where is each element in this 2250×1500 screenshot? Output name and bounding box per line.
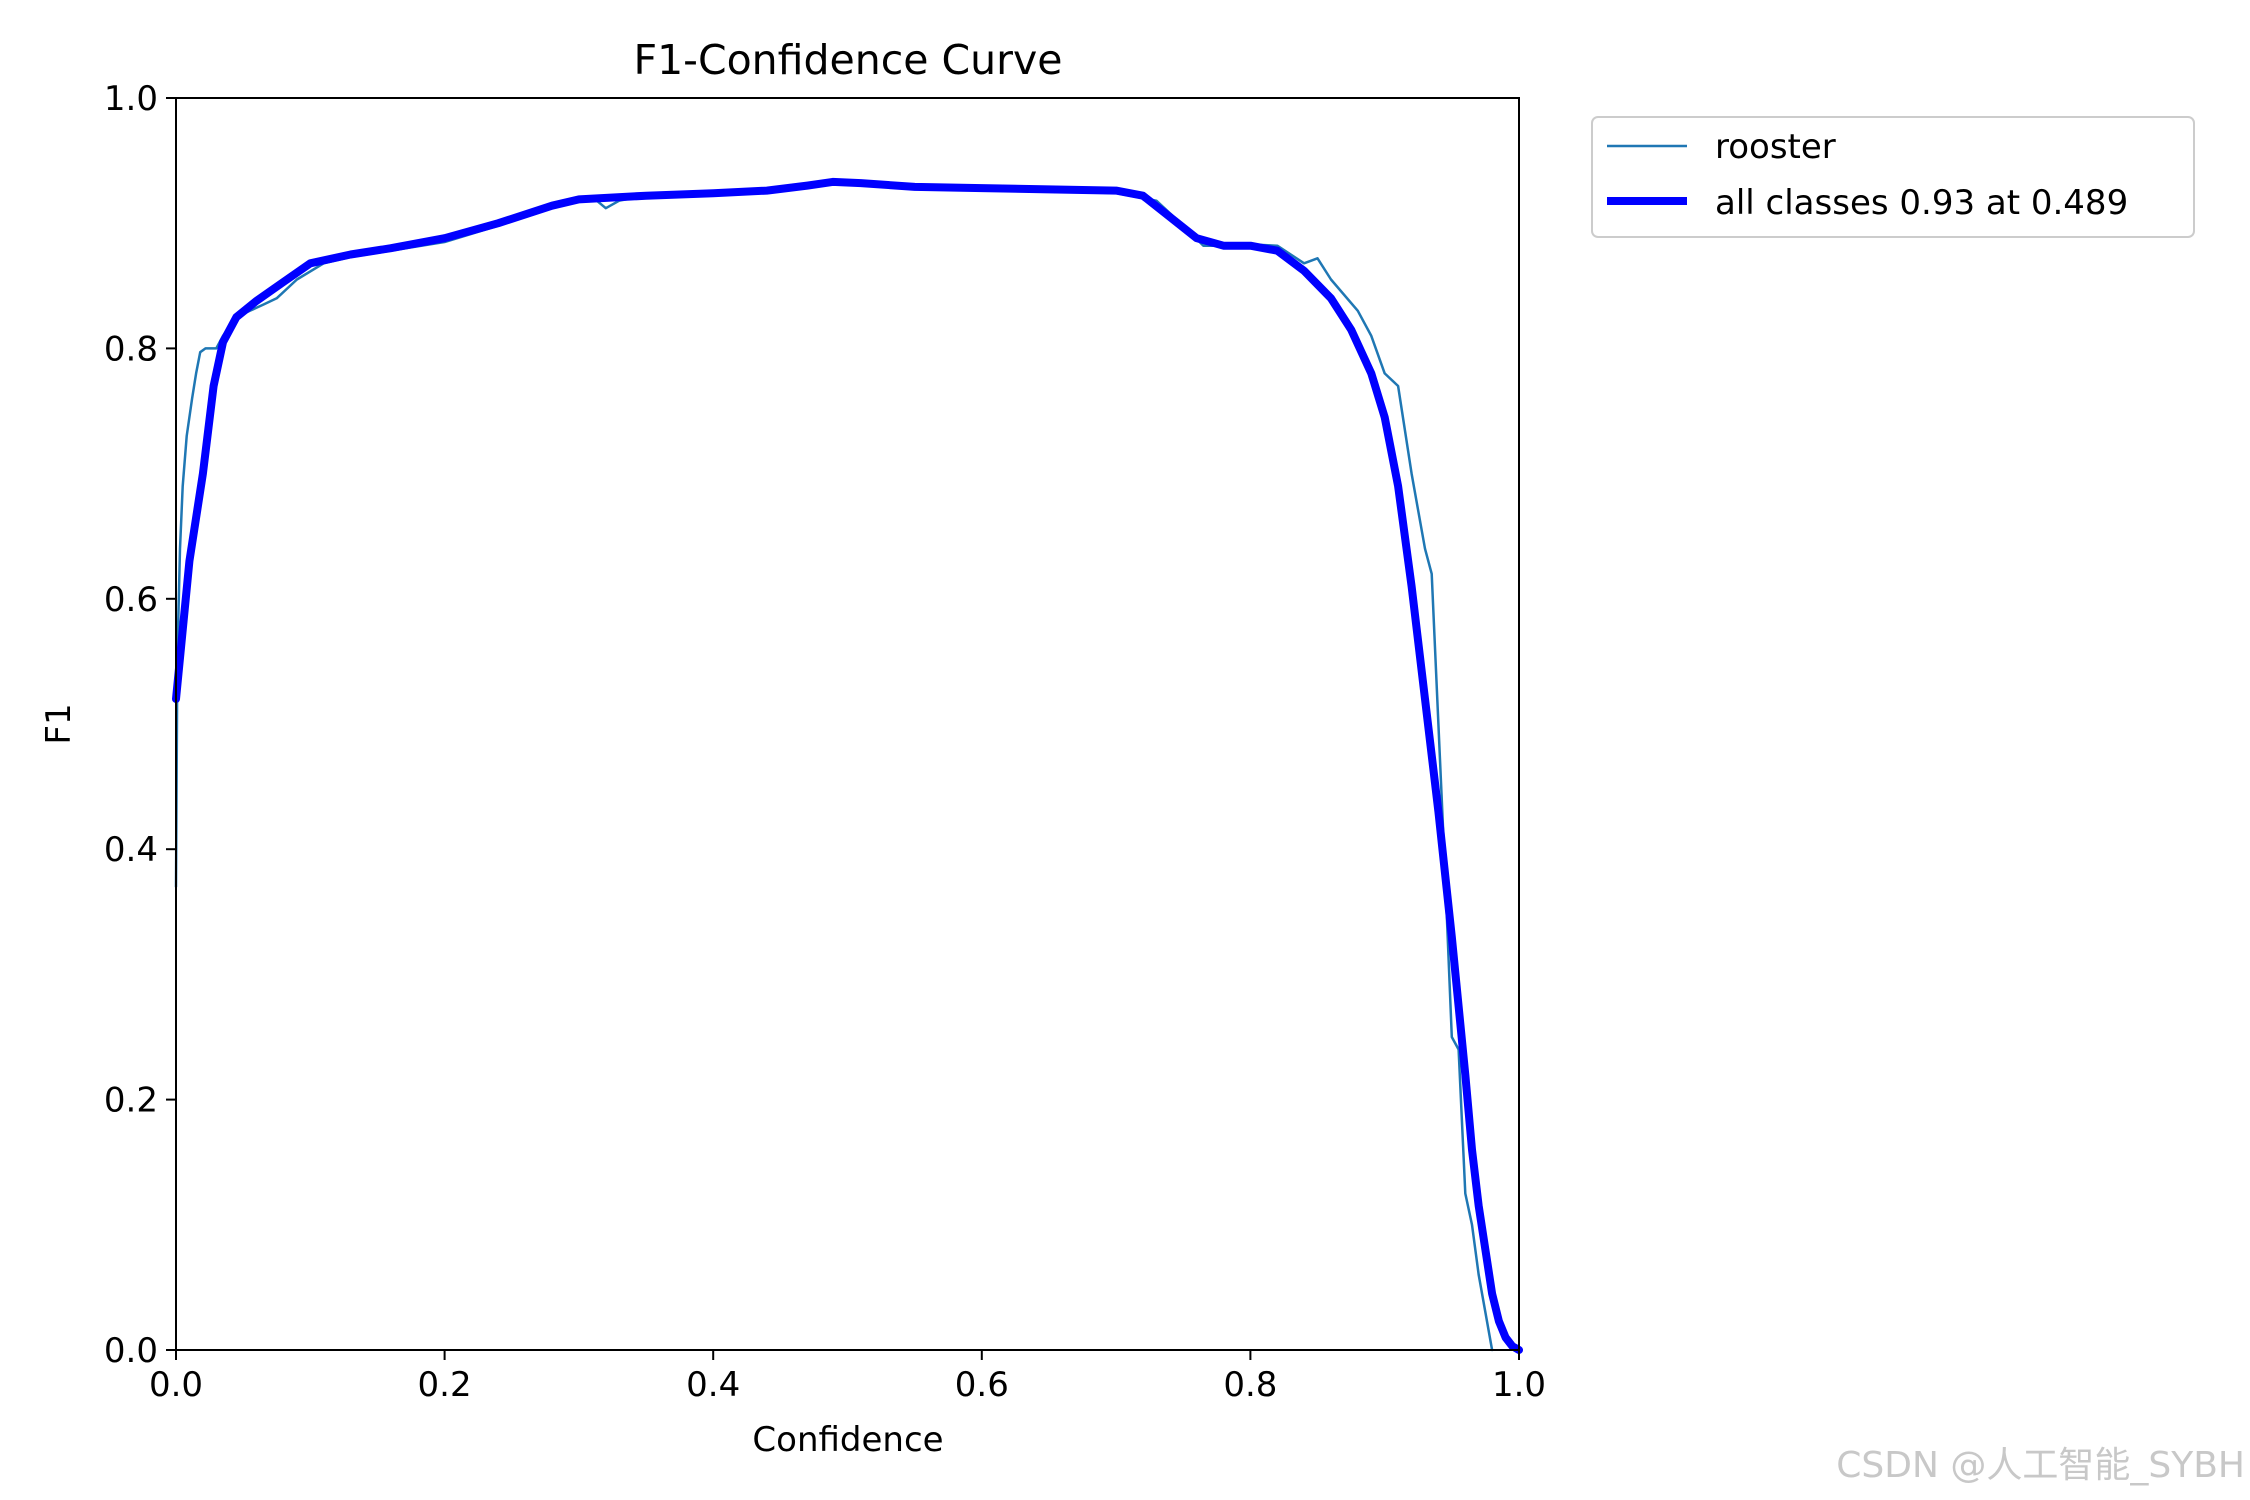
axis-ticks: 0.0 0.2 0.4 0.6 0.8 1.0 0.0 0.2 0.4 0.6 0.8 1.0 [104,79,1546,1405]
watermark: CSDN @人工智能_SYBH [1836,1445,2245,1486]
x-tick-label: 1.0 [1492,1365,1546,1405]
y-tick-label: 1.0 [104,79,158,119]
chart-title: F1-Confidence Curve [634,36,1063,84]
y-tick-label: 0.2 [104,1081,158,1121]
plot-lines [172,177,1523,1354]
x-tick-label: 0.4 [686,1365,740,1405]
x-axis-label: Confidence [752,1420,943,1460]
series-line-0 [174,180,1494,1352]
legend: rooster all classes 0.93 at 0.489 [1591,116,2195,238]
y-tick-label: 0.8 [104,329,158,369]
x-tick-label: 0.6 [955,1365,1009,1405]
y-tick-label: 0.4 [104,830,158,870]
series-line-1 [172,177,1523,1354]
legend-label-all-classes: all classes 0.93 at 0.489 [1715,183,2128,223]
y-tick-label: 0.6 [104,580,158,620]
legend-box [1591,116,2195,238]
x-tick-label: 0.8 [1223,1365,1277,1405]
x-tick-label: 0.2 [418,1365,472,1405]
y-tick-label: 0.0 [104,1331,158,1371]
y-axis-label: F1 [39,703,79,744]
plot-frame [175,97,1520,1351]
legend-label-rooster: rooster [1715,127,1836,167]
x-tick-label: 0.0 [149,1365,203,1405]
